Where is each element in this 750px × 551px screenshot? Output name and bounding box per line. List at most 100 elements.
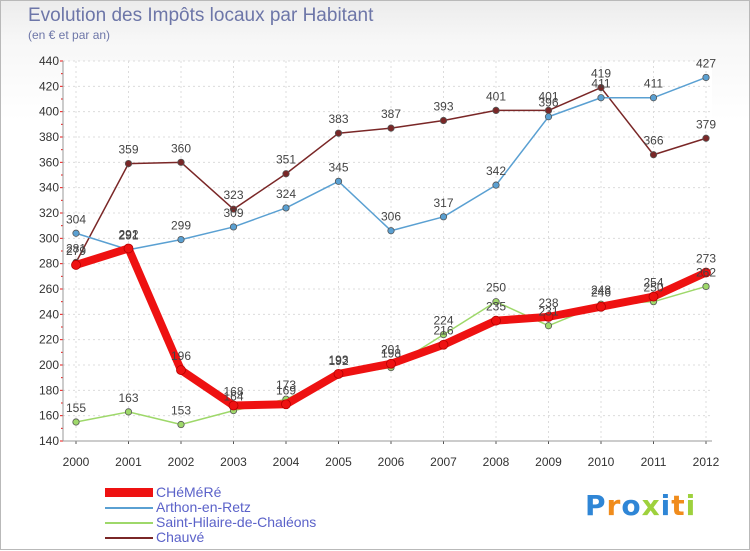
data-point-chauve [124,160,133,168]
data-label-arthon: 345 [328,160,348,174]
data-label-saint-hilaire: 153 [171,404,191,418]
data-label-chauve: 351 [276,153,296,167]
data-label-chauve: 281 [66,241,86,255]
data-label-saint-hilaire: 155 [66,401,86,415]
data-point-chauve [492,106,500,115]
data-point-chemere [71,260,81,270]
data-label-chauve: 401 [486,89,506,103]
data-label-saint-hilaire: 164 [223,390,243,404]
data-label-chauve: 359 [118,143,138,157]
x-tick-label: 2005 [325,455,352,469]
legend-item-chemere: CHéMéRé [105,484,405,500]
data-label-arthon: 309 [223,206,243,220]
data-point-chemere [543,311,554,322]
data-point-chemere [438,339,449,350]
data-point-arthon [439,213,448,221]
x-tick-label: 2010 [588,455,615,469]
legend-label-arthon: Arthon-en-Retz [156,499,251,515]
data-point-chauve [334,129,343,137]
data-point-saint-hilaire [72,418,80,426]
data-label-chemere: 279 [66,244,86,258]
y-tick-label: 200 [39,358,59,372]
x-tick-label: 2003 [220,455,247,469]
data-point-arthon [649,94,658,102]
data-point-chemere [701,267,711,278]
data-point-chauve [439,116,448,125]
data-point-arthon [492,181,500,189]
data-point-arthon [544,113,553,121]
plot-area [63,61,712,441]
data-point-saint-hilaire [544,322,553,330]
data-point-arthon [177,236,185,244]
data-label-chemere: 246 [591,286,611,300]
data-label-saint-hilaire: 163 [118,391,138,405]
data-label-chemere: 292 [118,227,138,241]
legend-item-saint-hilaire: Saint-Hilaire-de-Chaléons [105,514,405,530]
data-point-saint-hilaire [124,408,133,416]
data-point-arthon [387,227,395,235]
y-tick-label: 360 [39,155,59,169]
data-label-saint-hilaire: 192 [328,354,348,368]
y-tick-label: 420 [39,79,59,93]
y-tick-label: 260 [39,282,59,296]
y-tick-label: 340 [39,181,59,195]
data-point-chemere [281,399,291,410]
data-label-chauve: 360 [171,141,191,155]
chart-subtitle: (en € et par an) [28,28,111,42]
chart-title: Evolution des Impôts locaux par Habitant [28,5,374,26]
data-label-saint-hilaire: 250 [486,281,506,295]
data-label-chauve: 379 [696,117,716,131]
data-label-arthon: 317 [433,196,453,210]
x-tick-label: 2009 [535,455,562,469]
y-tick-label: 240 [39,307,59,321]
data-label-arthon: 427 [696,56,716,70]
y-tick-label: 220 [39,333,59,347]
proxiti-logo-letter: P [585,489,607,522]
data-label-chemere: 168 [223,385,243,399]
data-point-chemere [491,315,501,326]
data-label-chauve: 419 [591,67,611,81]
x-tick-label: 2000 [63,455,90,469]
data-label-saint-hilaire: 248 [591,283,611,297]
data-label-chemere: 273 [696,252,716,266]
data-label-chemere: 169 [276,383,296,397]
data-point-saint-hilaire [492,298,500,306]
proxiti-logo-letter: x [641,489,661,522]
data-label-chemere: 201 [381,343,401,357]
y-tick-label: 160 [39,409,59,423]
data-point-chemere [123,243,134,254]
data-label-saint-hilaire: 224 [433,314,453,328]
data-point-chemere [596,301,606,312]
data-point-chauve [229,205,238,213]
data-point-chemere [228,400,239,411]
legend-swatch-chauve [105,537,153,539]
data-point-arthon [597,94,605,102]
legend-item-arthon: Arthon-en-Retz [105,499,405,515]
x-tick-label: 2007 [430,455,457,469]
data-point-chemere [176,365,186,375]
proxiti-logo: Proxiti [585,489,696,522]
x-tick-label: 2011 [641,455,667,469]
proxiti-logo-letter: o [621,489,642,522]
data-point-chauve [177,158,185,166]
x-tick-label: 2001 [115,455,142,469]
data-point-chauve [702,134,710,142]
data-point-saint-hilaire [439,330,448,339]
data-label-chemere: 254 [643,276,663,290]
x-tick-label: 2002 [168,455,195,469]
proxiti-logo-letter: i [660,489,672,522]
data-label-chauve: 366 [643,134,663,148]
x-tick-label: 2008 [483,455,510,469]
data-label-chauve: 323 [223,188,243,202]
data-point-chemere [333,368,344,379]
y-tick-label: 180 [39,383,59,397]
data-point-arthon [702,73,710,82]
data-label-chemere: 238 [538,296,558,310]
data-label-saint-hilaire: 262 [696,265,716,279]
legend-label-chemere: CHéMéRé [156,484,222,500]
data-label-saint-hilaire: 231 [538,305,558,319]
legend-swatch-arthon [105,507,153,509]
data-label-arthon: 299 [171,219,191,233]
data-point-chauve [282,170,290,178]
